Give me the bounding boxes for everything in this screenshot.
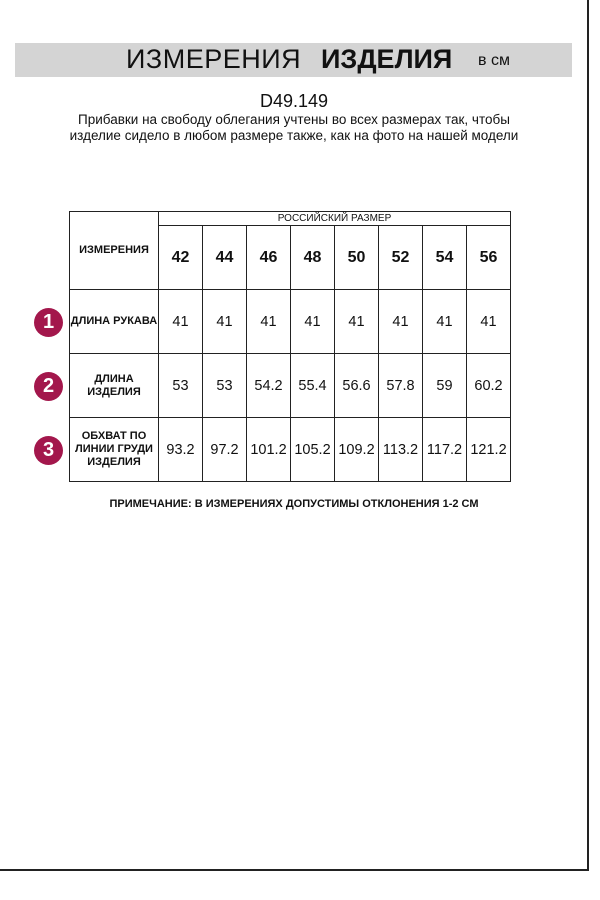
article-code: D49.149 — [259, 91, 329, 111]
size-header: 42 — [158, 225, 203, 290]
title-bold: ИЗДЕЛИЯ — [321, 44, 453, 74]
size-header: 44 — [202, 225, 247, 290]
value-cell: 117.2 — [422, 417, 467, 482]
value-cell: 41 — [290, 289, 335, 354]
table-row: ДЛИНА РУКАВА 41 41 41 41 41 41 41 41 — [69, 289, 511, 354]
value-cell: 41 — [334, 289, 379, 354]
value-cell: 41 — [466, 289, 511, 354]
value-cell: 60.2 — [466, 353, 511, 418]
page-frame — [0, 0, 589, 871]
value-cell: 54.2 — [246, 353, 291, 418]
table-row: ДЛИНА ИЗДЕЛИЯ 53 53 54.2 55.4 56.6 57.8 59 60.2 — [69, 353, 511, 418]
row-number-badge: 1 — [34, 308, 63, 337]
size-table: ИЗМЕРЕНИЯ РОССИЙСКИЙ РАЗМЕР 42 44 46 48 50 52 54… — [69, 211, 511, 482]
note: ПРИМЕЧАНИЕ: В ИЗМЕРЕНИЯХ ДОПУСТИМЫ ОТКЛО… — [109, 498, 479, 510]
size-header: 52 — [378, 225, 423, 290]
title-regular: ИЗМЕРЕНИЯ — [126, 44, 302, 74]
value-cell: 41 — [378, 289, 423, 354]
row-label: ОБХВАТ ПО ЛИНИИ ГРУДИ ИЗДЕЛИЯ — [69, 417, 159, 482]
value-cell: 121.2 — [466, 417, 511, 482]
value-cell: 101.2 — [246, 417, 291, 482]
value-cell: 55.4 — [290, 353, 335, 418]
size-header: 48 — [290, 225, 335, 290]
size-header: 46 — [246, 225, 291, 290]
title-banner — [15, 43, 572, 77]
value-cell: 41 — [422, 289, 467, 354]
value-cell: 97.2 — [202, 417, 247, 482]
value-cell: 109.2 — [334, 417, 379, 482]
description: Прибавки на свободу облегания учтены во … — [69, 112, 519, 143]
value-cell: 113.2 — [378, 417, 423, 482]
row-number-badge: 3 — [34, 436, 63, 465]
measure-header: ИЗМЕРЕНИЯ — [69, 211, 159, 290]
value-cell: 41 — [158, 289, 203, 354]
size-header: 56 — [466, 225, 511, 290]
value-cell: 53 — [202, 353, 247, 418]
value-cell: 57.8 — [378, 353, 423, 418]
value-cell: 41 — [246, 289, 291, 354]
row-number-badge: 2 — [34, 372, 63, 401]
row-label: ДЛИНА ИЗДЕЛИЯ — [69, 353, 159, 418]
title-unit: в см — [478, 52, 510, 69]
table-row: ОБХВАТ ПО ЛИНИИ ГРУДИ ИЗДЕЛИЯ 93.2 97.2 101… — [69, 417, 511, 482]
row-label: ДЛИНА РУКАВА — [69, 289, 159, 354]
size-header: 54 — [422, 225, 467, 290]
size-header: 50 — [334, 225, 379, 290]
value-cell: 53 — [158, 353, 203, 418]
size-group-header: РОССИЙСКИЙ РАЗМЕР — [158, 211, 511, 226]
value-cell: 41 — [202, 289, 247, 354]
value-cell: 93.2 — [158, 417, 203, 482]
value-cell: 105.2 — [290, 417, 335, 482]
value-cell: 59 — [422, 353, 467, 418]
value-cell: 56.6 — [334, 353, 379, 418]
